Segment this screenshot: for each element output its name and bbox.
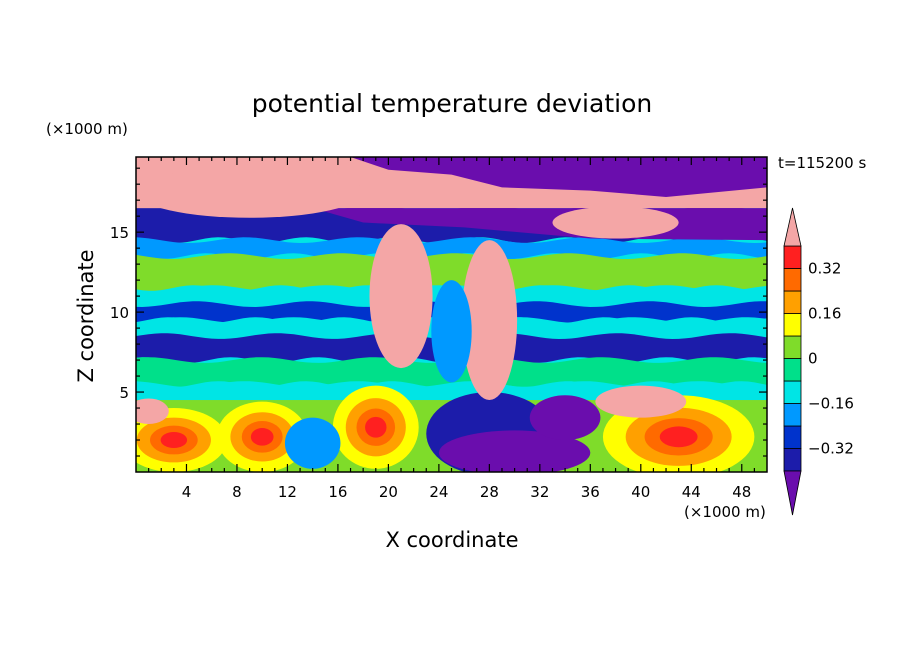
- x-tick-label: 12: [278, 483, 297, 501]
- y-tick-label: 5: [119, 384, 129, 402]
- colorbar-segment: [783, 335, 802, 359]
- colorbar-upper-extension: [783, 207, 802, 247]
- contour-cell: [160, 432, 188, 449]
- y-axis-label: Z coordinate: [74, 249, 98, 382]
- plume-cell: [369, 224, 433, 369]
- field-layer: [136, 157, 767, 472]
- colorbar-label: −0.16: [808, 395, 854, 413]
- x-tick-label: 48: [732, 483, 751, 501]
- colorbar-segment: [783, 245, 802, 269]
- x-tick-label: 8: [232, 483, 242, 501]
- contour-band: [136, 253, 767, 291]
- plume-cell: [431, 280, 472, 383]
- contour-band: [136, 237, 767, 259]
- time-label: t=115200 s: [778, 154, 866, 172]
- x-tick-label: 44: [682, 483, 701, 501]
- x-unit-label: (×1000 m): [684, 503, 766, 521]
- contour-cell: [136, 166, 364, 218]
- colorbar-segment: [783, 268, 802, 292]
- colorbar-label: −0.32: [808, 440, 854, 458]
- x-tick-label: 4: [182, 483, 192, 501]
- colorbar-segment: [783, 380, 802, 404]
- plume-cell: [461, 240, 518, 401]
- contour-region: [350, 157, 767, 197]
- contour-cell: [284, 417, 341, 469]
- x-tick-label: 28: [480, 483, 499, 501]
- colorbar-label: 0.16: [808, 305, 841, 323]
- colorbar-segment: [783, 448, 802, 472]
- colorbar-segment: [783, 290, 802, 314]
- x-tick-label: 16: [328, 483, 347, 501]
- y-tick-label: 15: [110, 224, 129, 242]
- contour-cell: [136, 398, 169, 425]
- colorbar: 0.32 0.16 0 −0.16 −0.32: [783, 207, 854, 516]
- x-tick-label: 36: [581, 483, 600, 501]
- colorbar-segment: [783, 313, 802, 337]
- contour-cell: [659, 426, 698, 448]
- y-unit-label: (×1000 m): [46, 120, 128, 138]
- x-axis-label: X coordinate: [385, 528, 518, 552]
- chart-title: potential temperature deviation: [252, 89, 652, 118]
- colorbar-segment: [783, 425, 802, 449]
- y-tick-label: 10: [110, 304, 129, 322]
- colorbar-lower-extension: [783, 470, 802, 516]
- contour-cell: [552, 206, 679, 239]
- colorbar-label: 0: [808, 350, 818, 368]
- contour-cell: [529, 395, 601, 441]
- contour-cell: [595, 385, 687, 418]
- colorbar-segment: [783, 358, 802, 382]
- contour-cell: [438, 430, 591, 472]
- colorbar-label: 0.32: [808, 260, 841, 278]
- x-tick-label: 40: [631, 483, 650, 501]
- colorbar-segment: [783, 403, 802, 427]
- x-tick-label: 20: [379, 483, 398, 501]
- contour-cell: [250, 428, 274, 446]
- x-tick-label: 32: [530, 483, 549, 501]
- x-tick-label: 24: [429, 483, 448, 501]
- contour-cell: [365, 416, 387, 438]
